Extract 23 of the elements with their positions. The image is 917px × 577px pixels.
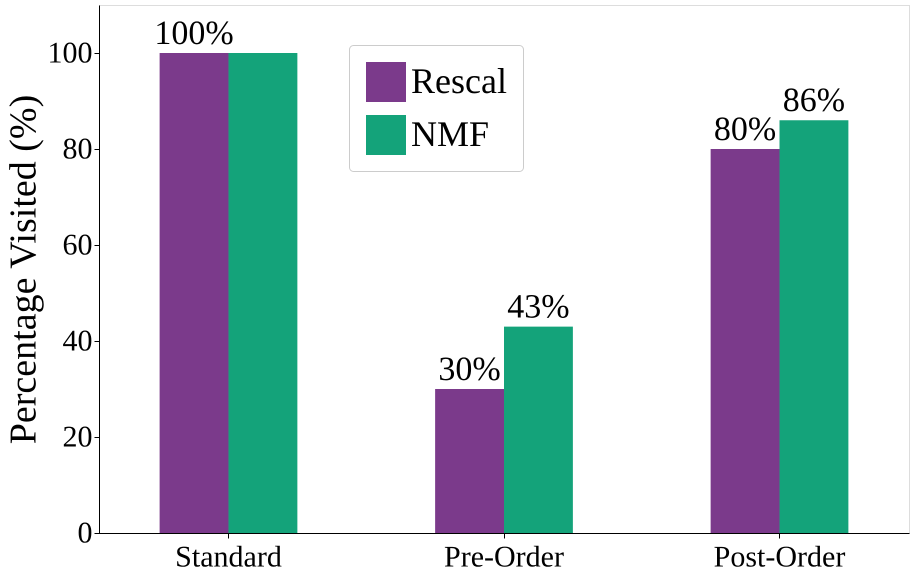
bar xyxy=(435,389,504,533)
data-label: 86% xyxy=(782,82,846,120)
bar xyxy=(504,326,573,533)
y-axis-title: Percentage Visited (%) xyxy=(2,94,44,444)
data-label: 30% xyxy=(438,351,501,388)
x-tick-label: Pre-Order xyxy=(444,540,564,574)
x-tick-label: Post-Order xyxy=(714,540,846,574)
bar xyxy=(160,53,228,533)
bar xyxy=(228,53,298,533)
y-tick-label: 40 xyxy=(62,324,92,358)
data-label: 80% xyxy=(714,111,776,148)
data-label: 43% xyxy=(507,288,570,326)
x-tick-label: Standard xyxy=(175,540,282,574)
legend-label: Rescal xyxy=(411,61,507,101)
y-tick-label: 60 xyxy=(62,228,92,262)
y-tick-label: 100 xyxy=(48,36,92,70)
y-tick-label: 80 xyxy=(62,132,92,166)
data-label: 100% xyxy=(154,15,234,52)
bar xyxy=(710,149,780,533)
bar xyxy=(780,120,848,533)
legend-label: NMF xyxy=(411,114,490,154)
y-tick-label: 20 xyxy=(62,420,92,454)
y-tick-label: 0 xyxy=(78,516,92,550)
